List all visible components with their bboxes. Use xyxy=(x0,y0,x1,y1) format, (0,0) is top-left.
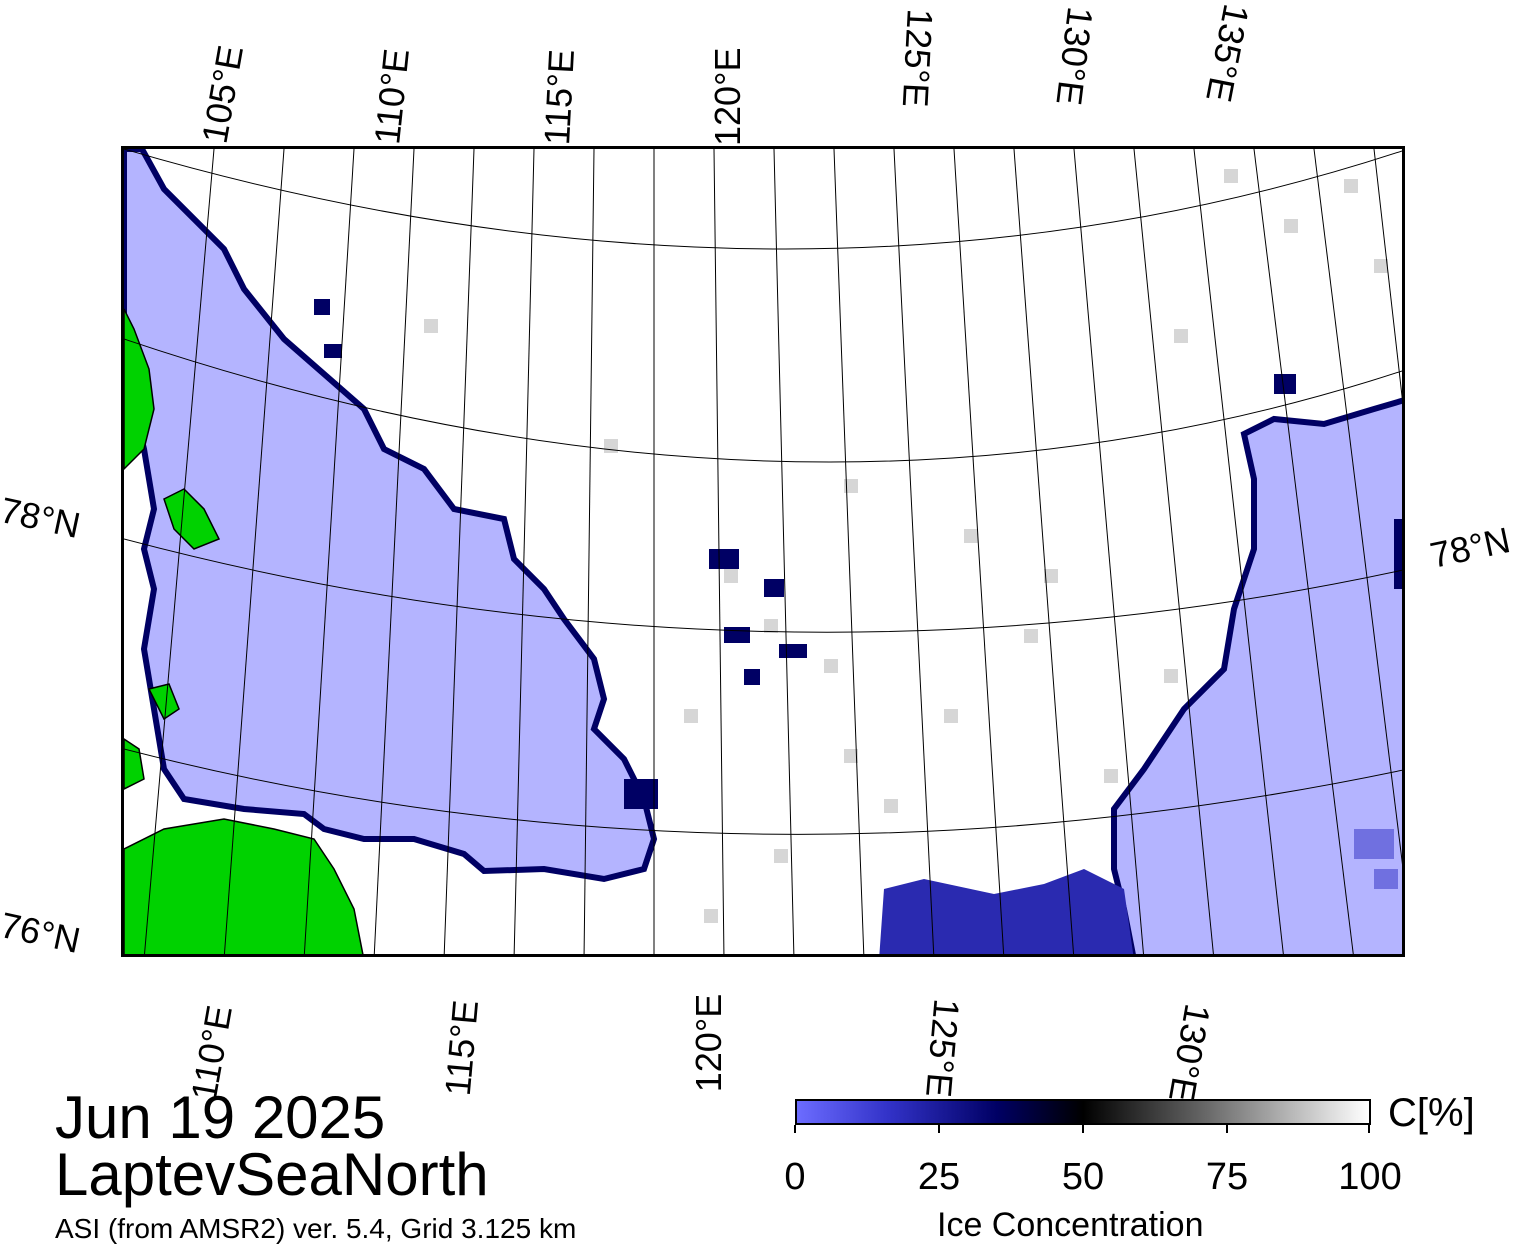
top-lon-label: 125°E xyxy=(894,7,941,109)
colorbar-tick: 100 xyxy=(1338,1156,1402,1198)
right-lat-label: 78°N xyxy=(1426,519,1514,576)
top-lon-label: 135°E xyxy=(1198,0,1258,106)
colorbar-tick: 75 xyxy=(1205,1156,1249,1198)
open-water-south xyxy=(879,869,1134,954)
top-lon-label: 120°E xyxy=(707,47,748,146)
map-region: LaptevSeaNorth xyxy=(55,1141,489,1208)
left-lat-label: 76°N xyxy=(0,904,84,961)
colorbar-unit: C[%] xyxy=(1388,1091,1475,1135)
water-patches xyxy=(1354,829,1398,889)
island-west xyxy=(163,488,221,550)
map-canvas xyxy=(124,149,1402,954)
colorbar xyxy=(795,1099,1371,1125)
land-south-west xyxy=(124,818,364,954)
graticule xyxy=(124,149,1402,954)
bottom-lon-label: 130°E xyxy=(1160,1001,1219,1106)
colorbar-tickmark xyxy=(938,1125,940,1133)
bottom-lon-label: 125°E xyxy=(918,997,968,1099)
bottom-lon-label: 115°E xyxy=(436,998,487,1098)
sea-ice-map xyxy=(121,146,1405,957)
top-lon-label: 110°E xyxy=(366,46,418,147)
colorbar-tickmark xyxy=(1226,1125,1228,1133)
colorbar-tick: 0 xyxy=(784,1156,806,1198)
data-source: ASI (from AMSR2) ver. 5.4, Grid 3.125 km xyxy=(55,1213,577,1244)
ice-texture xyxy=(424,169,1388,923)
top-lon-label: 115°E xyxy=(536,48,583,147)
colorbar-title: Ice Concentration xyxy=(937,1206,1204,1244)
colorbar-tickmark xyxy=(1368,1125,1370,1133)
colorbar-tickmark xyxy=(1082,1125,1084,1133)
land-west xyxy=(124,308,155,471)
colorbar-tick: 25 xyxy=(917,1156,961,1198)
bottom-lon-label: 120°E xyxy=(688,993,730,1093)
colorbar-tick: 50 xyxy=(1061,1156,1105,1198)
map-date: Jun 19 2025 xyxy=(55,1084,386,1151)
colorbar-tickmark xyxy=(794,1125,796,1133)
island-coast xyxy=(124,738,145,790)
left-lat-label: 78°N xyxy=(0,489,84,546)
top-lon-label: 105°E xyxy=(193,42,252,147)
island-small xyxy=(147,683,180,721)
top-lon-label: 130°E xyxy=(1048,4,1102,108)
